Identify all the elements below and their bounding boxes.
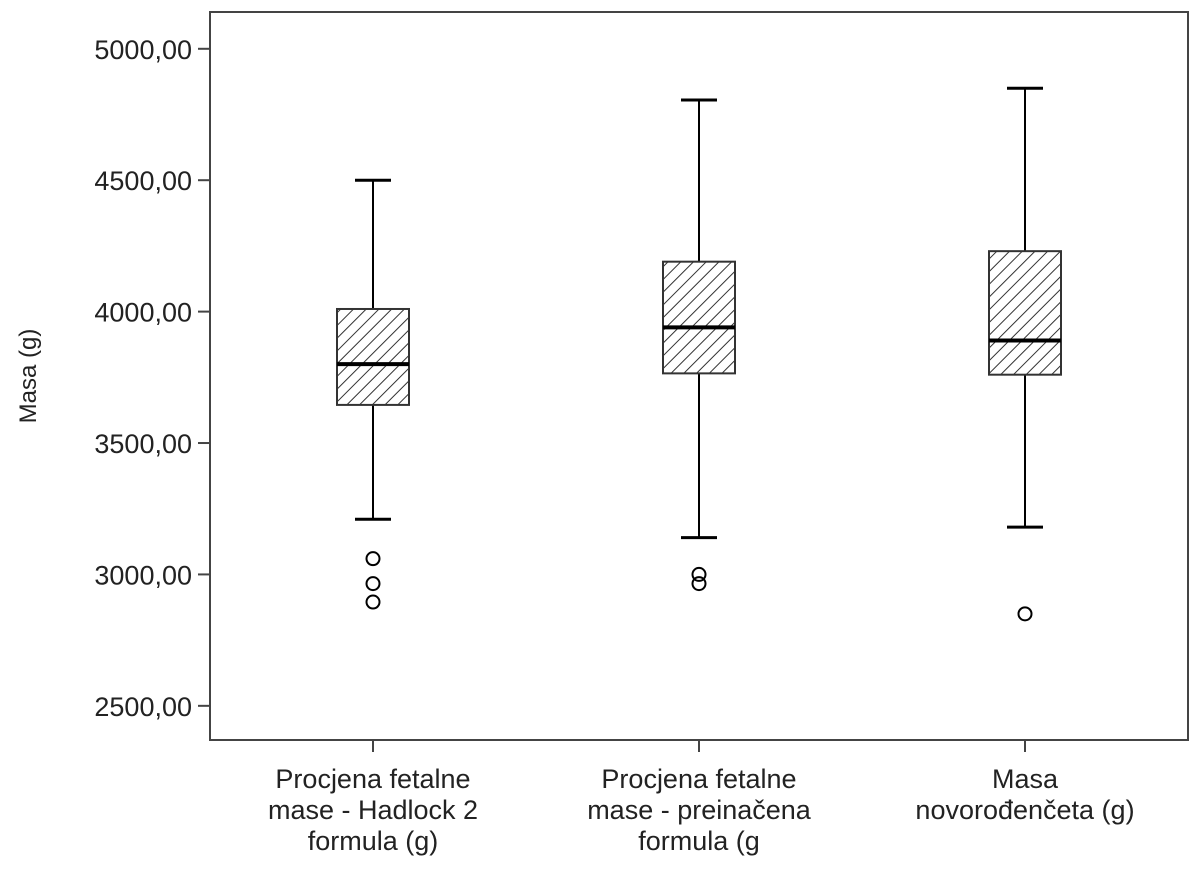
x-category-label-line: formula (g) bbox=[308, 826, 439, 856]
x-category-label: Procjena fetalne mase - Hadlock 2 formula … bbox=[268, 764, 478, 856]
y-tick-label: 4500,00 bbox=[94, 166, 192, 196]
iqr-box bbox=[988, 250, 1062, 376]
y-axis: 2500,00 3000,00 3500,00 4000,00 4500,00 5000,… bbox=[94, 35, 210, 722]
x-category-label-line: novorođenčeta (g) bbox=[915, 795, 1134, 825]
x-category-label-line: formula (g bbox=[638, 826, 760, 856]
y-axis-title: Masa (g) bbox=[15, 329, 42, 424]
y-tick-label: 3000,00 bbox=[94, 560, 192, 590]
x-category-label-line: Procjena fetalne bbox=[275, 764, 470, 794]
iqr-box bbox=[662, 260, 736, 375]
outlier-point bbox=[365, 551, 381, 567]
outlier-point bbox=[365, 594, 381, 610]
iqr-box bbox=[336, 307, 410, 406]
x-category-label-line: mase - preinačena bbox=[587, 795, 812, 825]
outlier-point bbox=[691, 576, 707, 592]
box-group bbox=[662, 98, 736, 592]
y-tick-label: 4000,00 bbox=[94, 298, 192, 328]
x-category-label-line: Procjena fetalne bbox=[601, 764, 796, 794]
boxplot-series bbox=[336, 86, 1062, 622]
y-tick-label: 2500,00 bbox=[94, 692, 192, 722]
outlier-point bbox=[691, 566, 707, 582]
outlier-point bbox=[1017, 606, 1033, 622]
box-group bbox=[988, 86, 1062, 622]
box-group bbox=[336, 178, 410, 610]
outlier-point bbox=[365, 576, 381, 592]
y-tick-label: 3500,00 bbox=[94, 429, 192, 459]
x-category-label: Procjena fetalne mase - preinačena formula… bbox=[587, 764, 812, 856]
x-category-label-line: mase - Hadlock 2 bbox=[268, 795, 478, 825]
x-category-label: Masa novorođenčeta (g) bbox=[915, 764, 1134, 825]
x-axis: Procjena fetalne mase - Hadlock 2 formula … bbox=[268, 740, 1135, 856]
x-category-label-line: Masa bbox=[992, 764, 1059, 794]
y-tick-label: 5000,00 bbox=[94, 35, 192, 65]
